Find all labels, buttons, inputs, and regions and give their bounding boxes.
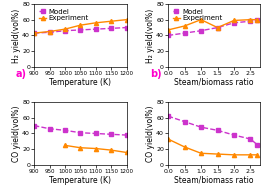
Experiment	[183, 25, 186, 27]
Model	[255, 143, 259, 146]
Experiment	[199, 18, 203, 21]
Experiment	[94, 22, 97, 24]
Line: Experiment: Experiment	[63, 143, 129, 155]
Experiment	[166, 138, 170, 140]
X-axis label: Temperature (K): Temperature (K)	[49, 176, 111, 185]
Experiment	[216, 153, 219, 155]
Line: Model: Model	[32, 26, 129, 35]
Model	[48, 31, 51, 33]
Model	[183, 32, 186, 34]
Model	[249, 138, 252, 140]
Experiment	[79, 24, 82, 26]
Model	[125, 134, 128, 136]
Experiment	[48, 30, 51, 33]
Model	[166, 115, 170, 117]
X-axis label: Temperature (K): Temperature (K)	[49, 78, 111, 87]
Text: b): b)	[150, 69, 161, 79]
Experiment	[79, 146, 82, 149]
Model	[79, 29, 82, 31]
Model	[255, 19, 259, 22]
Experiment	[33, 32, 36, 34]
Model	[94, 132, 97, 135]
X-axis label: Steam/biomass ratio: Steam/biomass ratio	[174, 176, 254, 185]
Model	[232, 22, 236, 24]
Line: Experiment: Experiment	[166, 18, 259, 32]
Experiment	[255, 154, 259, 156]
Model	[33, 32, 36, 34]
Experiment	[110, 149, 113, 151]
Y-axis label: CO yield(vol%): CO yield(vol%)	[12, 105, 21, 162]
X-axis label: Steam/biomass ratio: Steam/biomass ratio	[174, 78, 254, 87]
Line: Experiment: Experiment	[166, 137, 259, 157]
Experiment	[232, 19, 236, 22]
Y-axis label: CO yield(vol%): CO yield(vol%)	[146, 105, 155, 162]
Experiment	[63, 144, 67, 146]
Experiment	[216, 26, 219, 29]
Model	[110, 27, 113, 30]
Model	[79, 132, 82, 134]
Experiment	[255, 18, 259, 21]
Experiment	[232, 154, 236, 156]
Line: Model: Model	[166, 18, 259, 38]
Model	[199, 30, 203, 32]
Experiment	[125, 18, 128, 21]
Model	[232, 134, 236, 136]
Legend: Model, Experiment: Model, Experiment	[171, 7, 224, 23]
Model	[216, 129, 219, 132]
Experiment	[249, 18, 252, 21]
Experiment	[110, 20, 113, 22]
Y-axis label: H₂ yield(vol%): H₂ yield(vol%)	[12, 8, 21, 63]
Text: a): a)	[16, 69, 27, 79]
Y-axis label: H₂ yield(vol%): H₂ yield(vol%)	[146, 8, 155, 63]
Experiment	[166, 29, 170, 31]
Model	[216, 26, 219, 29]
Model	[125, 26, 128, 29]
Model	[94, 28, 97, 30]
Model	[48, 128, 51, 130]
Model	[63, 129, 67, 132]
Model	[199, 126, 203, 128]
Model	[249, 20, 252, 22]
Model	[110, 133, 113, 135]
Model	[183, 121, 186, 123]
Model	[63, 30, 67, 32]
Experiment	[183, 146, 186, 148]
Model	[33, 124, 36, 127]
Experiment	[125, 151, 128, 154]
Model	[166, 34, 170, 37]
Line: Experiment: Experiment	[32, 18, 129, 35]
Line: Model: Model	[166, 114, 259, 147]
Experiment	[249, 154, 252, 156]
Legend: Model, Experiment: Model, Experiment	[38, 7, 90, 23]
Experiment	[94, 147, 97, 150]
Experiment	[63, 28, 67, 30]
Line: Model: Model	[32, 123, 129, 137]
Experiment	[199, 152, 203, 154]
